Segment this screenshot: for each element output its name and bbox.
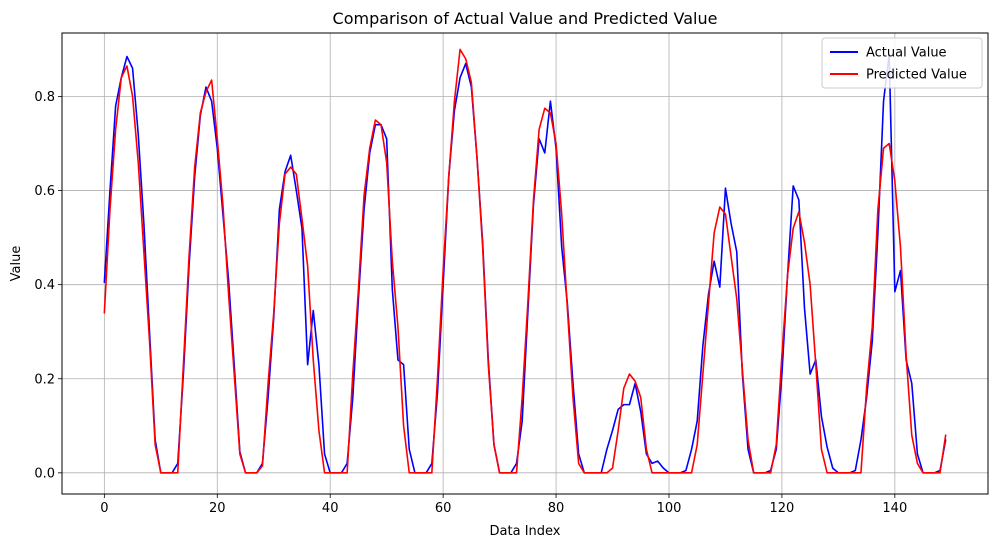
x-axis-label: Data Index: [490, 524, 561, 539]
x-tick-label: 80: [548, 501, 565, 516]
x-tick-label: 60: [435, 501, 452, 516]
axis-ticks: 0 20 40 60 80 100 120 140 0.0 0.2 0.4 0.6 0.8: [34, 90, 907, 516]
legend-box: [821, 37, 983, 89]
plot-frame: [61, 32, 989, 495]
x-tick-label: 140: [882, 501, 907, 516]
y-tick-label: 0.8: [34, 90, 55, 105]
y-tick-label: 0.4: [34, 278, 55, 293]
x-tick-label: 20: [209, 501, 226, 516]
chart-title: Comparison of Actual Value and Predicted…: [333, 9, 718, 28]
x-tick-label: 100: [657, 501, 682, 516]
legend: Actual Value Predicted Value: [821, 37, 983, 89]
y-tick-label: 0.6: [34, 184, 55, 199]
x-tick-label: 40: [322, 501, 339, 516]
series-lines: [103, 48, 947, 474]
y-axis-label: Value: [9, 246, 24, 282]
y-tick-label: 0.0: [34, 466, 55, 481]
y-tick-label: 0.2: [34, 372, 55, 387]
legend-label-predicted: Predicted Value: [866, 68, 967, 83]
grid: [62, 33, 988, 494]
x-tick-label: 120: [769, 501, 794, 516]
x-tick-label: 0: [100, 501, 108, 516]
legend-label-actual: Actual Value: [866, 46, 947, 61]
predicted-value-line: [103, 48, 947, 474]
